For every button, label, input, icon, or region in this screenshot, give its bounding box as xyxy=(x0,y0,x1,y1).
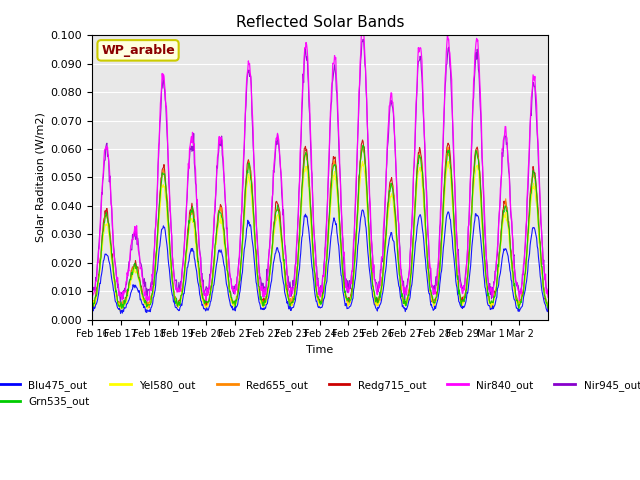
Text: WP_arable: WP_arable xyxy=(101,44,175,57)
Legend: Blu475_out, Grn535_out, Yel580_out, Red655_out, Redg715_out, Nir840_out, Nir945_: Blu475_out, Grn535_out, Yel580_out, Red6… xyxy=(0,376,640,411)
X-axis label: Time: Time xyxy=(307,345,333,355)
Title: Reflected Solar Bands: Reflected Solar Bands xyxy=(236,15,404,30)
Y-axis label: Solar Raditaion (W/m2): Solar Raditaion (W/m2) xyxy=(35,112,45,242)
